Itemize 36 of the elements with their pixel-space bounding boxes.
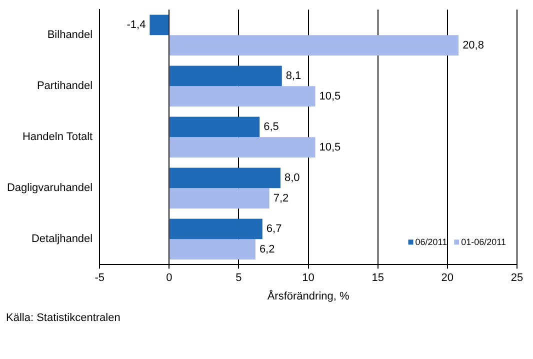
bar bbox=[170, 66, 282, 86]
data-label: -1,4 bbox=[126, 18, 146, 31]
x-tick-label: 5 bbox=[236, 272, 242, 284]
bar bbox=[150, 14, 169, 36]
bar bbox=[170, 239, 256, 260]
bar bbox=[170, 35, 459, 56]
data-label: 8,1 bbox=[286, 70, 302, 82]
x-tick-label: 15 bbox=[372, 272, 384, 284]
bar bbox=[170, 116, 260, 138]
bar bbox=[170, 86, 316, 106]
data-label: 6,5 bbox=[264, 120, 279, 133]
bar bbox=[170, 168, 280, 188]
y-tick-label: Bilhandel bbox=[47, 29, 93, 42]
y-tick-label: Dagligvaruhandel bbox=[6, 182, 93, 194]
data-label: 20,8 bbox=[462, 39, 484, 52]
data-label: 6,2 bbox=[259, 243, 275, 256]
bar bbox=[170, 188, 270, 208]
x-tick-label: 20 bbox=[441, 272, 454, 284]
bar bbox=[170, 137, 316, 158]
legend-label: 06/2011 bbox=[415, 237, 448, 248]
text: Källa: Statistikcentralen bbox=[6, 312, 120, 324]
y-tick-label: Partihandel bbox=[36, 80, 93, 92]
x-axis-title: Årsförändring, % bbox=[267, 289, 350, 302]
data-label: 8,0 bbox=[284, 172, 300, 184]
y-tick-label: Detaljhandel bbox=[31, 233, 93, 246]
x-tick-label: 10 bbox=[302, 272, 314, 284]
data-label: 7,2 bbox=[273, 192, 289, 204]
data-label: 6,7 bbox=[266, 222, 282, 235]
bar bbox=[170, 218, 262, 240]
data-label: 10,5 bbox=[319, 141, 341, 154]
x-tick-label: 25 bbox=[510, 272, 524, 284]
y-tick-label: Handeln Totalt bbox=[22, 131, 93, 144]
x-tick-label: 0 bbox=[166, 272, 172, 284]
legend-label: 01-06/2011 bbox=[461, 237, 506, 248]
data-label: 10,5 bbox=[319, 90, 341, 102]
x-tick-label: -5 bbox=[94, 272, 105, 284]
